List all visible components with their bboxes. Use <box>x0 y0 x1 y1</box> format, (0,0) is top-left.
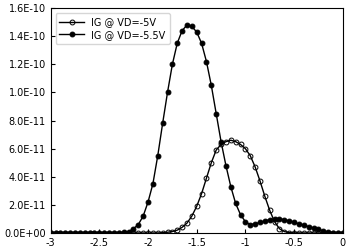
IG @ VD=-5V <box>117 231 121 234</box>
IG @ VD=-5V <box>151 231 155 234</box>
IG @ VD=-5.5V <box>151 182 155 185</box>
IG @ VD=-5.5V <box>209 84 214 87</box>
IG @ VD=-5.5V <box>307 225 311 228</box>
Line: IG @ VD=-5.5V: IG @ VD=-5.5V <box>48 23 345 235</box>
IG @ VD=-5.5V <box>229 185 233 188</box>
IG @ VD=-5V <box>204 177 209 180</box>
Line: IG @ VD=-5V: IG @ VD=-5V <box>48 138 345 235</box>
IG @ VD=-5V <box>107 231 111 234</box>
IG @ VD=-5V <box>49 231 53 234</box>
IG @ VD=-5.5V <box>185 23 189 26</box>
IG @ VD=-5V <box>224 140 228 143</box>
Legend: IG @ VD=-5V, IG @ VD=-5.5V: IG @ VD=-5V, IG @ VD=-5.5V <box>56 13 170 44</box>
IG @ VD=-5.5V <box>107 231 111 234</box>
IG @ VD=-5V <box>341 231 345 234</box>
IG @ VD=-5.5V <box>49 231 53 234</box>
IG @ VD=-5.5V <box>341 231 345 234</box>
IG @ VD=-5.5V <box>117 231 121 234</box>
IG @ VD=-5V <box>229 139 233 142</box>
IG @ VD=-5V <box>307 231 311 234</box>
